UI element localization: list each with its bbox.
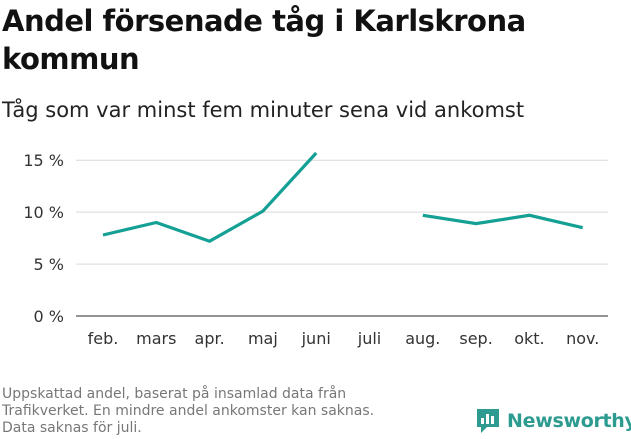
x-tick-label: feb. xyxy=(88,329,119,348)
x-tick-label: nov. xyxy=(566,329,599,348)
x-tick-label: okt. xyxy=(514,329,544,348)
footer-line-1: Uppskattad andel, baserat på insamlad da… xyxy=(2,386,347,402)
y-tick-label: 5 % xyxy=(34,255,64,274)
x-tick-label: maj xyxy=(248,329,278,348)
series-line-segment xyxy=(102,151,318,243)
series-line-segment xyxy=(422,213,584,230)
footer-line-3: Data saknas för juli. xyxy=(2,420,142,436)
x-axis-ticks: feb. mars apr. maj juni juli aug. sep. okt. nov. xyxy=(88,329,600,348)
grid-layer xyxy=(76,159,608,317)
newsworthy-logo: Newsworthy xyxy=(475,406,631,436)
y-tick-label: 0 % xyxy=(34,307,64,326)
line-chart: 0 % 5 % 10 % 15 % feb. mars apr. maj juni juli au… xyxy=(23,151,608,348)
series-layer xyxy=(102,151,584,243)
chart-subtitle: Tåg som var minst fem minuter sena vid a… xyxy=(2,98,525,122)
chart-title: Andel försenade tåg i Karlskrona kommun xyxy=(2,4,526,76)
footer-note: Uppskattad andel, baserat på insamlad da… xyxy=(2,386,432,437)
x-tick-label: aug. xyxy=(405,329,440,348)
x-tick-label: apr. xyxy=(195,329,225,348)
y-tick-label: 15 % xyxy=(23,151,64,170)
x-tick-label: juli xyxy=(357,329,381,348)
x-tick-label: mars xyxy=(136,329,176,348)
y-axis-ticks: 0 % 5 % 10 % 15 % xyxy=(23,151,64,326)
logo-text: Newsworthy xyxy=(507,410,631,432)
footer-line-2: Trafikverket. En mindre andel ankomster … xyxy=(2,403,375,419)
x-tick-label: sep. xyxy=(459,329,492,348)
y-tick-label: 10 % xyxy=(23,203,64,222)
newsworthy-chart-bubble-icon xyxy=(477,409,499,433)
x-tick-label: juni xyxy=(301,329,331,348)
